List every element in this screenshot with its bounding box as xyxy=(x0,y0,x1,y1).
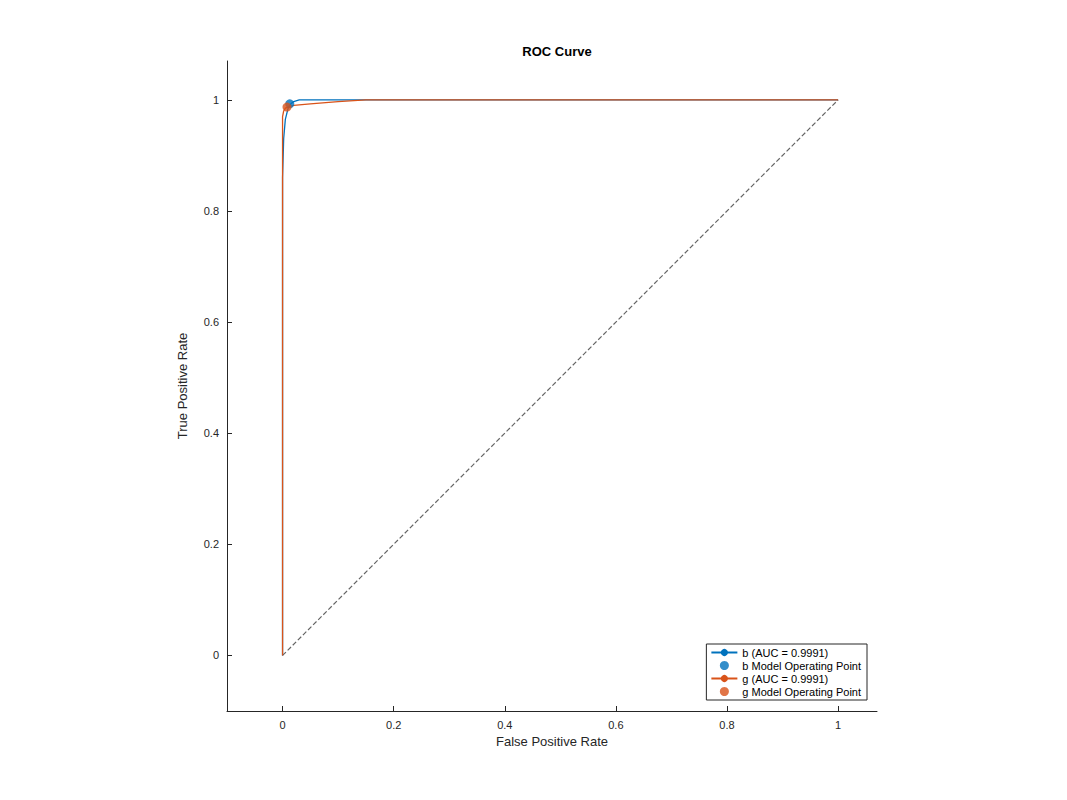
svg-text:0: 0 xyxy=(213,649,219,661)
svg-text:b (AUC = 0.9991): b (AUC = 0.9991) xyxy=(742,647,828,659)
svg-text:ROC Curve: ROC Curve xyxy=(522,44,591,59)
svg-text:0.6: 0.6 xyxy=(204,316,219,328)
svg-text:0.2: 0.2 xyxy=(204,538,219,550)
svg-text:b Model Operating Point: b Model Operating Point xyxy=(742,660,861,672)
svg-text:0.8: 0.8 xyxy=(204,205,219,217)
svg-text:True Positive Rate: True Positive Rate xyxy=(175,333,190,439)
svg-text:0.8: 0.8 xyxy=(719,719,734,731)
svg-text:0: 0 xyxy=(279,719,285,731)
svg-text:g Model Operating Point: g Model Operating Point xyxy=(742,686,861,698)
svg-text:1: 1 xyxy=(835,719,841,731)
svg-text:1: 1 xyxy=(213,94,219,106)
svg-text:0.2: 0.2 xyxy=(386,719,401,731)
svg-text:False Positive Rate: False Positive Rate xyxy=(496,734,608,749)
svg-text:0.6: 0.6 xyxy=(608,719,623,731)
svg-text:g (AUC = 0.9991): g (AUC = 0.9991) xyxy=(742,673,828,685)
svg-text:0.4: 0.4 xyxy=(204,427,219,439)
svg-text:0.4: 0.4 xyxy=(497,719,512,731)
